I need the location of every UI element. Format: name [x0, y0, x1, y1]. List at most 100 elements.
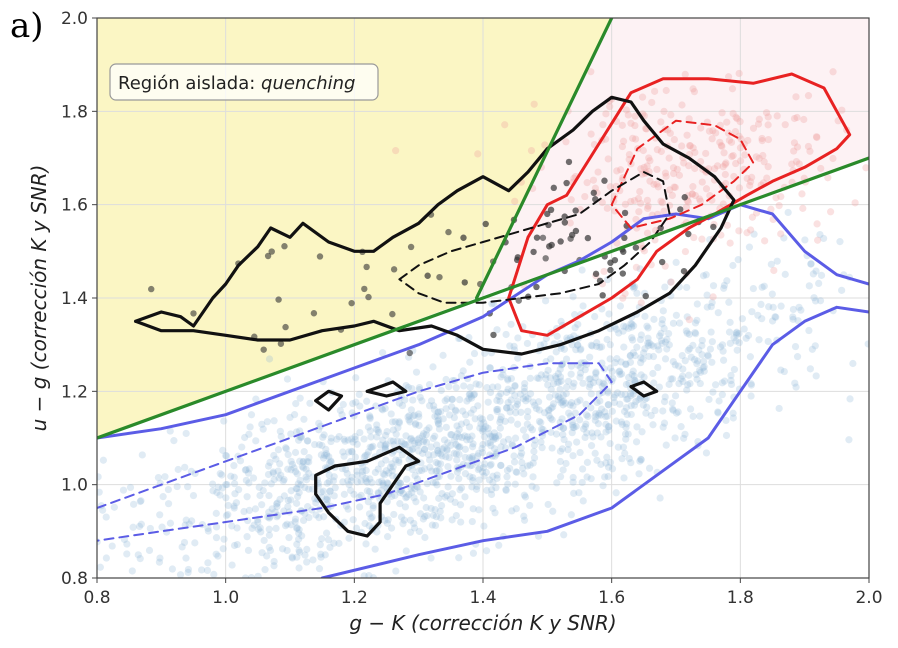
- blue-point: [443, 447, 451, 455]
- red-point: [817, 164, 825, 173]
- blue-point: [437, 386, 445, 395]
- blue-point: [537, 371, 545, 379]
- blue-point: [576, 448, 584, 457]
- blue-point: [409, 396, 417, 404]
- blue-point: [675, 380, 683, 388]
- blue-point: [294, 493, 302, 501]
- blue-point: [349, 399, 357, 408]
- red-point: [604, 155, 612, 163]
- blue-point: [468, 483, 476, 491]
- blue-point: [639, 355, 647, 363]
- black-point: [619, 270, 627, 277]
- blue-point: [315, 514, 323, 522]
- blue-point: [510, 458, 519, 466]
- blue-point: [371, 468, 379, 477]
- blue-point: [480, 433, 488, 441]
- blue-point: [274, 511, 282, 520]
- blue-point: [321, 551, 329, 559]
- blue-point: [681, 357, 689, 365]
- blue-point: [338, 411, 346, 419]
- blue-point: [218, 484, 226, 492]
- blue-point: [705, 395, 713, 404]
- blue-point: [216, 491, 224, 499]
- blue-point: [811, 297, 820, 305]
- blue-point: [615, 368, 623, 376]
- blue-point: [306, 399, 314, 407]
- blue-point: [474, 402, 482, 410]
- blue-point: [789, 305, 797, 314]
- blue-point: [703, 303, 711, 311]
- blue-point: [317, 550, 325, 558]
- blue-point: [556, 457, 564, 466]
- blue-point: [584, 412, 592, 421]
- blue-point: [807, 260, 815, 268]
- blue-point: [383, 428, 391, 436]
- blue-point: [603, 453, 611, 461]
- x-tick-label: 2.0: [855, 588, 882, 608]
- blue-point: [575, 489, 583, 497]
- blue-point: [287, 457, 295, 465]
- red-point: [716, 138, 724, 146]
- blue-point: [675, 362, 683, 370]
- red-point: [812, 133, 821, 141]
- blue-point: [387, 437, 395, 445]
- blue-point: [475, 506, 483, 514]
- blue-point: [438, 490, 446, 498]
- blue-point: [562, 355, 571, 363]
- red-point: [724, 73, 733, 81]
- blue-point: [452, 433, 460, 441]
- blue-point: [290, 411, 299, 419]
- blue-point: [669, 406, 677, 414]
- blue-point: [545, 407, 553, 415]
- blue-point: [483, 383, 491, 392]
- blue-point: [492, 434, 500, 443]
- blue-point: [805, 282, 813, 290]
- red-point: [657, 118, 665, 126]
- red-point: [824, 174, 832, 182]
- red-point: [814, 236, 822, 244]
- blue-point: [730, 334, 738, 342]
- blue-point: [520, 384, 529, 392]
- red-point: [599, 121, 607, 129]
- blue-point: [413, 436, 422, 444]
- blue-point: [429, 363, 437, 371]
- blue-point: [381, 516, 389, 524]
- blue-point: [326, 543, 334, 551]
- blue-point: [569, 421, 577, 429]
- blue-point: [556, 385, 564, 394]
- blue-point: [497, 373, 505, 381]
- x-tick-label: 0.8: [83, 588, 110, 608]
- blue-point: [560, 531, 568, 539]
- dividing-lines: [97, 18, 869, 440]
- blue-point: [274, 467, 282, 475]
- red-point: [829, 68, 837, 76]
- blue-point: [815, 279, 823, 288]
- blue-point: [624, 395, 632, 403]
- blue-point: [180, 538, 189, 547]
- blue-point: [716, 343, 725, 351]
- red-point: [749, 124, 758, 132]
- blue-point: [680, 434, 688, 442]
- blue-point: [368, 479, 376, 487]
- red-point: [798, 190, 806, 198]
- blue-point: [452, 450, 460, 458]
- blue-point: [182, 554, 190, 562]
- blue-point: [767, 260, 775, 268]
- blue-point: [520, 470, 528, 478]
- blue-point: [715, 397, 723, 405]
- blue-point: [699, 272, 708, 280]
- blue-point: [660, 324, 668, 333]
- red-point: [746, 181, 754, 190]
- red-point: [770, 266, 778, 275]
- x-tick-label: 1.0: [212, 588, 239, 608]
- blue-point: [349, 516, 357, 524]
- blue-point: [316, 422, 325, 430]
- red-point: [804, 92, 813, 100]
- black-point: [281, 243, 288, 250]
- blue-point: [409, 437, 417, 445]
- blue-point: [616, 400, 624, 408]
- blue-point: [608, 367, 616, 376]
- blue-point: [675, 319, 684, 327]
- blue-point: [301, 510, 309, 518]
- blue-point: [622, 360, 630, 369]
